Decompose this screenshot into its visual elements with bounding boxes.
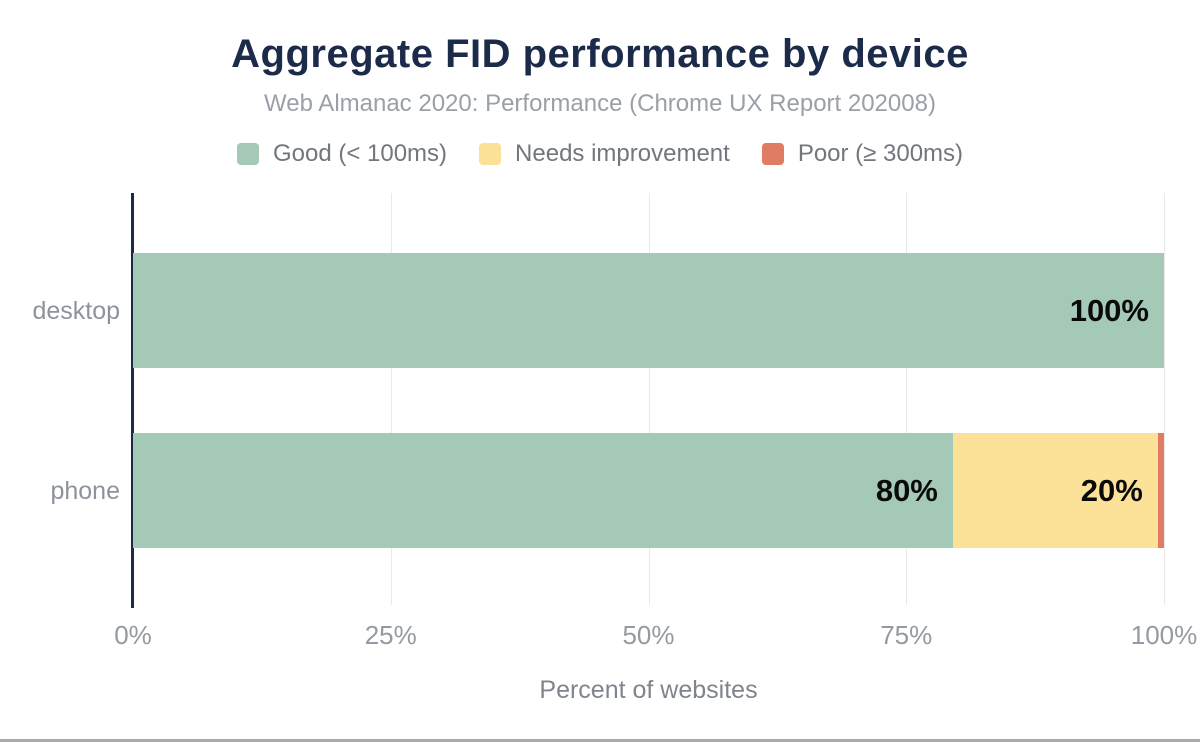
x-axis-tick-label: 0% <box>114 620 152 650</box>
y-axis-label-desktop: desktop <box>32 296 120 325</box>
x-axis-tick-label: 75% <box>880 620 933 650</box>
bar-phone: 80% 20% <box>133 433 1164 548</box>
legend-item-label: Needs improvement <box>515 140 730 167</box>
x-axis-tick-label: 100% <box>1130 620 1198 650</box>
gridline <box>390 193 392 605</box>
x-axis-tick-label: 50% <box>622 620 675 650</box>
legend-swatch-icon <box>761 143 784 165</box>
legend-swatch-icon <box>236 143 259 165</box>
bar-value-label: 20% <box>1080 472 1143 508</box>
bar-value-label: 80% <box>875 472 938 508</box>
bar-desktop: 100% <box>133 253 1164 368</box>
legend-item-label: Good (< 100ms) <box>272 140 448 167</box>
bar-segment-needs-improvement[interactable]: 20% <box>952 433 1158 548</box>
y-axis-line <box>131 193 134 608</box>
legend-item-good-100ms[interactable]: Good (< 100ms) <box>236 140 448 168</box>
bar-segment-good-100ms[interactable]: 100% <box>133 253 1164 368</box>
plot-area: 100% 80% 20% <box>131 193 1165 608</box>
chart-subtitle: Web Almanac 2020: Performance (Chrome UX… <box>264 90 936 117</box>
chart-title: Aggregate FID performance by device <box>231 32 969 76</box>
bar-segment-poor-300ms[interactable] <box>1157 433 1164 548</box>
x-axis-title: Percent of websites <box>539 676 758 704</box>
gridline <box>1164 193 1165 605</box>
gridline <box>906 193 908 605</box>
x-axis-tick-label: 25% <box>364 620 417 650</box>
gridline <box>648 193 650 605</box>
bar-value-label: 100% <box>1069 292 1149 328</box>
legend: Good (< 100ms) Needs improvement Poor (≥ 3… <box>0 140 1200 168</box>
legend-swatch-icon <box>479 143 502 165</box>
bottom-border <box>0 739 1200 742</box>
legend-item-label: Poor (≥ 300ms) <box>797 140 964 167</box>
legend-item-needs-improvement[interactable]: Needs improvement <box>479 140 730 168</box>
y-axis-label-phone: phone <box>50 476 120 505</box>
legend-item-poor-300ms[interactable]: Poor (≥ 300ms) <box>761 140 964 168</box>
bar-segment-good-100ms[interactable]: 80% <box>133 433 953 548</box>
